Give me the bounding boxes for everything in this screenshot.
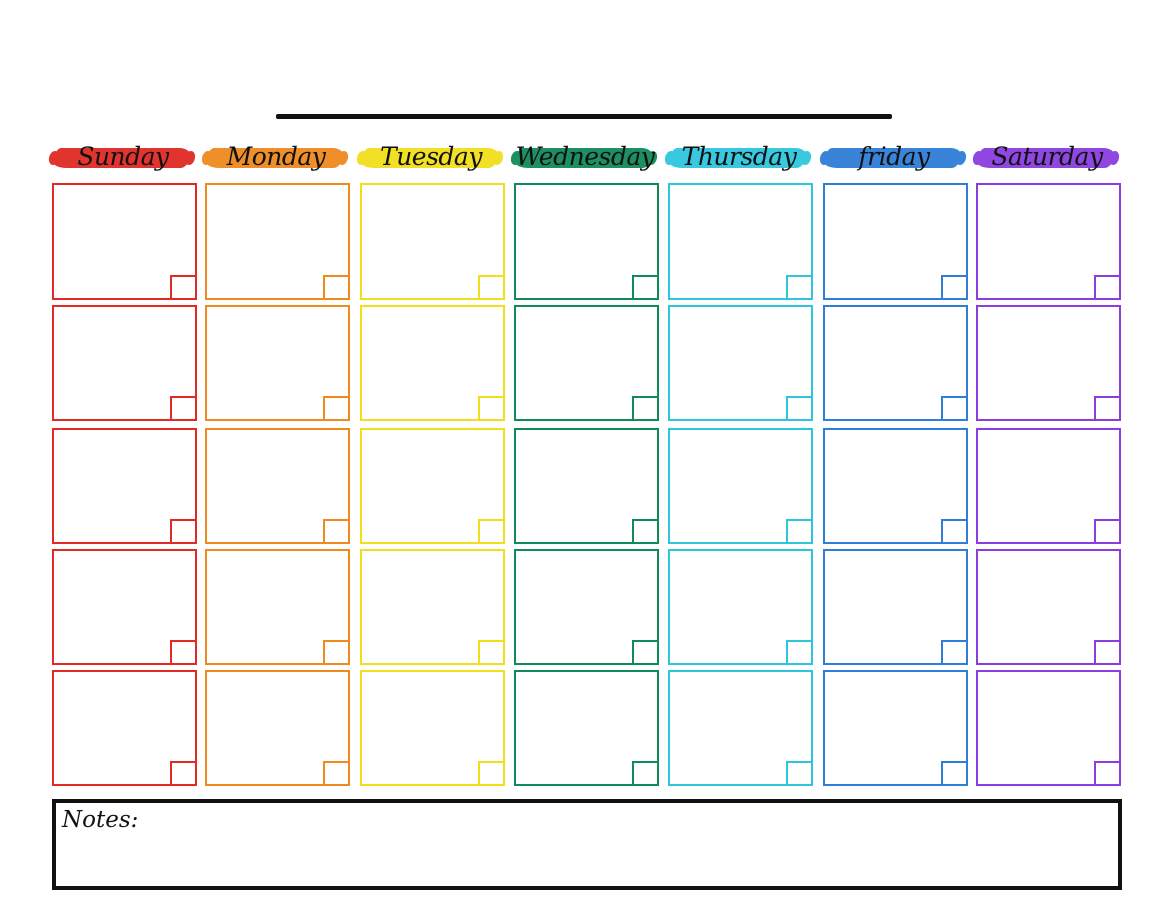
date-number-box[interactable] [170,275,197,300]
day-cell[interactable] [52,670,197,786]
date-number-box[interactable] [786,761,813,786]
day-cell[interactable] [976,670,1121,786]
date-number-box[interactable] [1094,519,1121,544]
date-number-box[interactable] [323,640,350,665]
weekday-header-wednesday: Wednesday [512,138,658,174]
date-number-box[interactable] [323,275,350,300]
notes-box[interactable]: Notes: [52,799,1122,890]
weekday-header-tuesday: Tuesday [358,138,504,174]
day-cell[interactable] [205,183,350,300]
date-number-box[interactable] [941,396,968,421]
day-cell[interactable] [205,428,350,544]
date-number-box[interactable] [1094,396,1121,421]
weekday-label: Saturday [991,141,1103,171]
day-cell[interactable] [360,670,505,786]
weekday-header-friday: friday [821,138,967,174]
weekday-header-sunday: Sunday [50,138,196,174]
day-cell[interactable] [668,183,813,300]
day-cell[interactable] [976,428,1121,544]
day-cell[interactable] [823,549,968,665]
date-number-box[interactable] [1094,761,1121,786]
date-number-box[interactable] [323,761,350,786]
day-cell[interactable] [52,428,197,544]
date-number-box[interactable] [786,275,813,300]
weekday-label: Tuesday [380,141,482,171]
day-cell[interactable] [52,549,197,665]
day-cell[interactable] [514,670,659,786]
date-number-box[interactable] [632,275,659,300]
day-cell[interactable] [360,428,505,544]
date-number-box[interactable] [941,640,968,665]
date-number-box[interactable] [632,761,659,786]
weekday-label: Wednesday [515,141,655,171]
weekday-label: Thursday [681,141,797,171]
day-cell[interactable] [205,549,350,665]
day-cell[interactable] [668,670,813,786]
date-number-box[interactable] [632,519,659,544]
date-number-box[interactable] [323,519,350,544]
weekday-header-thursday: Thursday [666,138,812,174]
day-cell[interactable] [976,183,1121,300]
date-number-box[interactable] [786,640,813,665]
notes-label: Notes: [62,807,139,833]
day-cell[interactable] [360,183,505,300]
date-number-box[interactable] [632,396,659,421]
date-number-box[interactable] [478,396,505,421]
day-cell[interactable] [514,305,659,421]
day-cell[interactable] [823,305,968,421]
date-number-box[interactable] [170,640,197,665]
date-number-box[interactable] [478,761,505,786]
date-number-box[interactable] [170,396,197,421]
date-number-box[interactable] [632,640,659,665]
date-number-box[interactable] [323,396,350,421]
date-number-box[interactable] [478,519,505,544]
date-number-box[interactable] [170,519,197,544]
day-cell[interactable] [360,549,505,665]
date-number-box[interactable] [1094,640,1121,665]
weekday-header-saturday: Saturday [974,138,1120,174]
day-cell[interactable] [514,428,659,544]
month-title-line [276,114,892,119]
day-cell[interactable] [823,670,968,786]
date-number-box[interactable] [786,396,813,421]
day-cell[interactable] [668,549,813,665]
day-cell[interactable] [205,670,350,786]
weekday-header-monday: Monday [203,138,349,174]
day-cell[interactable] [823,183,968,300]
day-cell[interactable] [514,183,659,300]
date-number-box[interactable] [786,519,813,544]
day-cell[interactable] [823,428,968,544]
date-number-box[interactable] [941,519,968,544]
date-number-box[interactable] [478,275,505,300]
day-cell[interactable] [668,428,813,544]
date-number-box[interactable] [478,640,505,665]
day-cell[interactable] [360,305,505,421]
day-cell[interactable] [668,305,813,421]
weekday-label: Sunday [77,141,169,171]
day-cell[interactable] [52,305,197,421]
date-number-box[interactable] [941,761,968,786]
day-cell[interactable] [52,183,197,300]
day-cell[interactable] [976,305,1121,421]
date-number-box[interactable] [170,761,197,786]
date-number-box[interactable] [1094,275,1121,300]
weekday-label: friday [858,141,930,171]
date-number-box[interactable] [941,275,968,300]
weekday-label: Monday [226,141,326,171]
day-cell[interactable] [205,305,350,421]
day-cell[interactable] [514,549,659,665]
day-cell[interactable] [976,549,1121,665]
